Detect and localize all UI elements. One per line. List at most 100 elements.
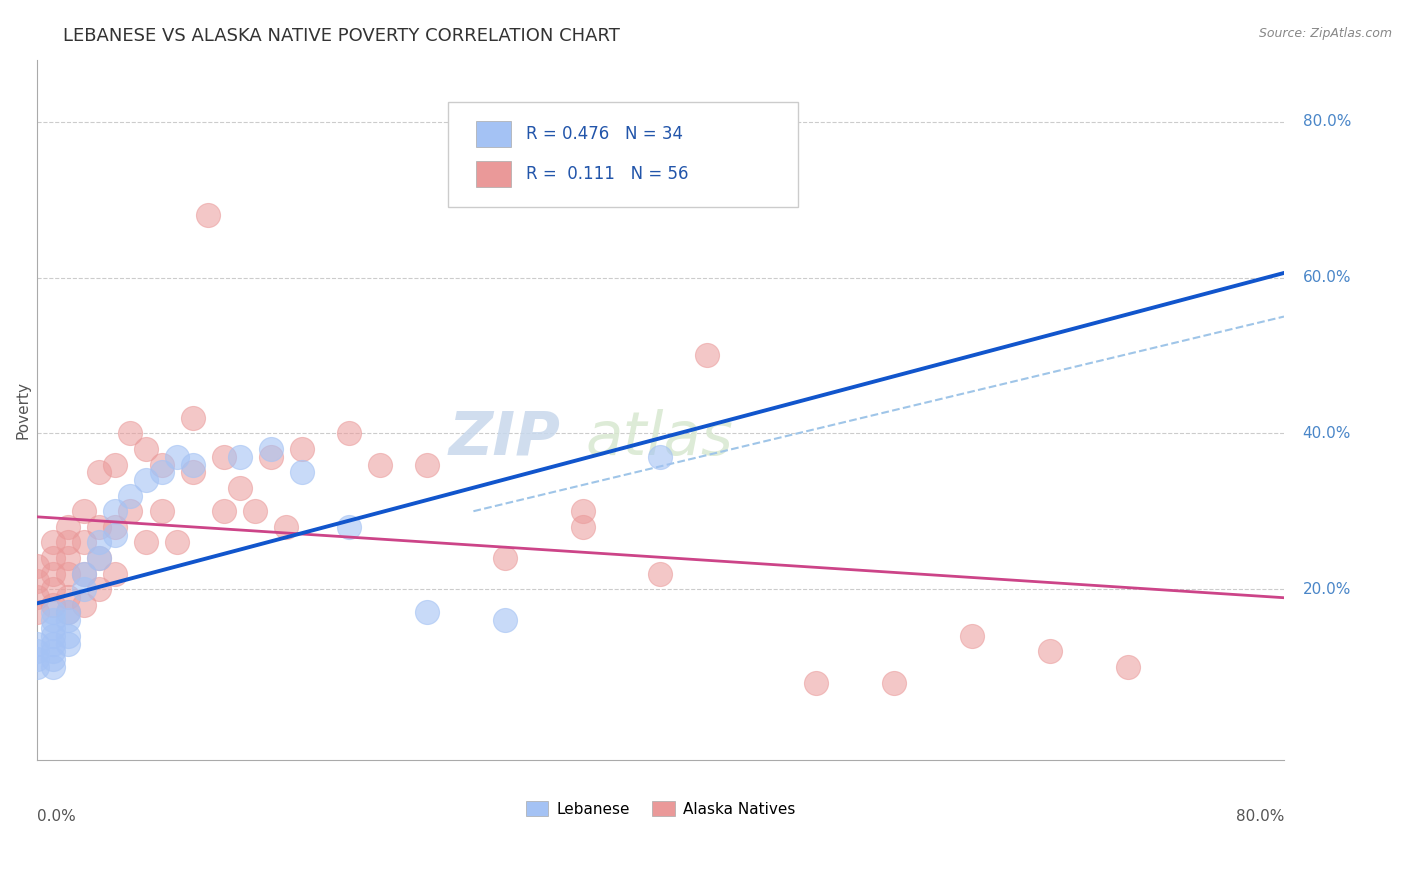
Point xyxy=(415,458,437,472)
Point xyxy=(41,621,63,635)
Point xyxy=(650,566,672,581)
Point xyxy=(120,504,142,518)
FancyBboxPatch shape xyxy=(449,102,797,207)
Y-axis label: Poverty: Poverty xyxy=(15,381,30,439)
Text: 40.0%: 40.0% xyxy=(1303,425,1351,441)
Text: R = 0.476   N = 34: R = 0.476 N = 34 xyxy=(526,125,683,143)
Text: 0.0%: 0.0% xyxy=(37,809,76,824)
Point xyxy=(41,598,63,612)
Point xyxy=(494,613,516,627)
Point xyxy=(41,606,63,620)
Point xyxy=(25,660,48,674)
Point xyxy=(41,582,63,596)
Point xyxy=(41,566,63,581)
Point xyxy=(73,566,96,581)
Point xyxy=(291,465,314,479)
Point xyxy=(415,606,437,620)
Point xyxy=(181,410,204,425)
Point xyxy=(150,458,173,472)
Point xyxy=(1039,644,1062,658)
Point xyxy=(56,606,79,620)
Point xyxy=(56,566,79,581)
Point xyxy=(41,637,63,651)
Point xyxy=(56,606,79,620)
Point xyxy=(494,551,516,566)
Point xyxy=(960,629,983,643)
Point xyxy=(73,582,96,596)
Point xyxy=(89,582,111,596)
Point xyxy=(368,458,391,472)
Point xyxy=(228,481,250,495)
Point xyxy=(25,558,48,573)
Point xyxy=(104,566,127,581)
Point xyxy=(25,637,48,651)
Point xyxy=(41,660,63,674)
Text: atlas: atlas xyxy=(586,409,734,467)
Point xyxy=(89,535,111,549)
Legend: Lebanese, Alaska Natives: Lebanese, Alaska Natives xyxy=(519,795,801,822)
Point xyxy=(181,458,204,472)
Point xyxy=(104,527,127,541)
Point xyxy=(337,426,360,441)
Point xyxy=(89,551,111,566)
Point xyxy=(56,520,79,534)
Point xyxy=(883,675,905,690)
Point xyxy=(25,644,48,658)
Point xyxy=(181,465,204,479)
Point xyxy=(89,520,111,534)
Point xyxy=(89,551,111,566)
Point xyxy=(291,442,314,456)
Point xyxy=(228,450,250,464)
Point xyxy=(25,652,48,666)
FancyBboxPatch shape xyxy=(475,161,510,187)
Point xyxy=(166,450,188,464)
Point xyxy=(197,208,219,222)
Point xyxy=(41,652,63,666)
Text: 80.0%: 80.0% xyxy=(1236,809,1284,824)
Point xyxy=(41,629,63,643)
Point xyxy=(276,520,298,534)
Point xyxy=(166,535,188,549)
Point xyxy=(104,458,127,472)
Point xyxy=(135,473,157,487)
Point xyxy=(73,598,96,612)
Point xyxy=(120,426,142,441)
Point xyxy=(135,442,157,456)
Point xyxy=(56,613,79,627)
Point xyxy=(150,465,173,479)
Point xyxy=(56,590,79,604)
Text: ZIP: ZIP xyxy=(449,409,561,467)
Point xyxy=(56,551,79,566)
Point xyxy=(56,535,79,549)
Point xyxy=(260,442,283,456)
Point xyxy=(212,450,235,464)
Text: 60.0%: 60.0% xyxy=(1303,270,1351,285)
Text: Source: ZipAtlas.com: Source: ZipAtlas.com xyxy=(1258,27,1392,40)
Text: 80.0%: 80.0% xyxy=(1303,114,1351,129)
Point xyxy=(41,551,63,566)
Text: R =  0.111   N = 56: R = 0.111 N = 56 xyxy=(526,165,689,183)
Point xyxy=(696,349,718,363)
Point xyxy=(41,644,63,658)
Point xyxy=(212,504,235,518)
Point xyxy=(25,606,48,620)
Point xyxy=(243,504,266,518)
Text: 20.0%: 20.0% xyxy=(1303,582,1351,597)
Point xyxy=(89,465,111,479)
Point xyxy=(73,504,96,518)
Point xyxy=(1116,660,1139,674)
Point xyxy=(806,675,828,690)
Point xyxy=(650,450,672,464)
Point xyxy=(120,489,142,503)
Point xyxy=(571,520,593,534)
Point xyxy=(25,590,48,604)
Point xyxy=(41,613,63,627)
Point xyxy=(56,629,79,643)
Point xyxy=(104,504,127,518)
Point xyxy=(25,574,48,589)
Point xyxy=(571,504,593,518)
Point xyxy=(73,566,96,581)
Point xyxy=(337,520,360,534)
Point xyxy=(135,535,157,549)
Point xyxy=(56,637,79,651)
